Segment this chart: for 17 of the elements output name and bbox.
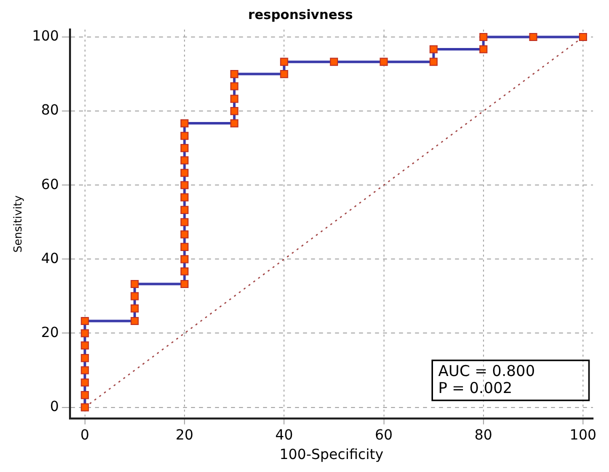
x-tick-label: 100: [570, 427, 596, 444]
annotation: AUC = 0.800: [438, 362, 536, 380]
y-tick-label: 80: [41, 102, 59, 119]
x-tick-label: 40: [275, 427, 294, 444]
y-tick-label: 40: [41, 250, 59, 267]
x-axis-title: 100-Specificity: [279, 447, 384, 464]
x-tick-label: 20: [176, 427, 194, 444]
y-tick-label: 100: [32, 28, 59, 45]
x-tick-label: 80: [474, 427, 492, 444]
y-axis-title: Sensitivity: [11, 194, 24, 253]
y-tick-label: 20: [41, 324, 59, 341]
y-tick-label: 0: [50, 398, 59, 415]
y-tick-label: 60: [41, 176, 59, 193]
annotation: P = 0.002: [438, 378, 512, 397]
chart-title: responsivness: [248, 8, 354, 24]
x-tick-label: 60: [374, 427, 393, 444]
x-tick-label: 0: [80, 427, 90, 444]
